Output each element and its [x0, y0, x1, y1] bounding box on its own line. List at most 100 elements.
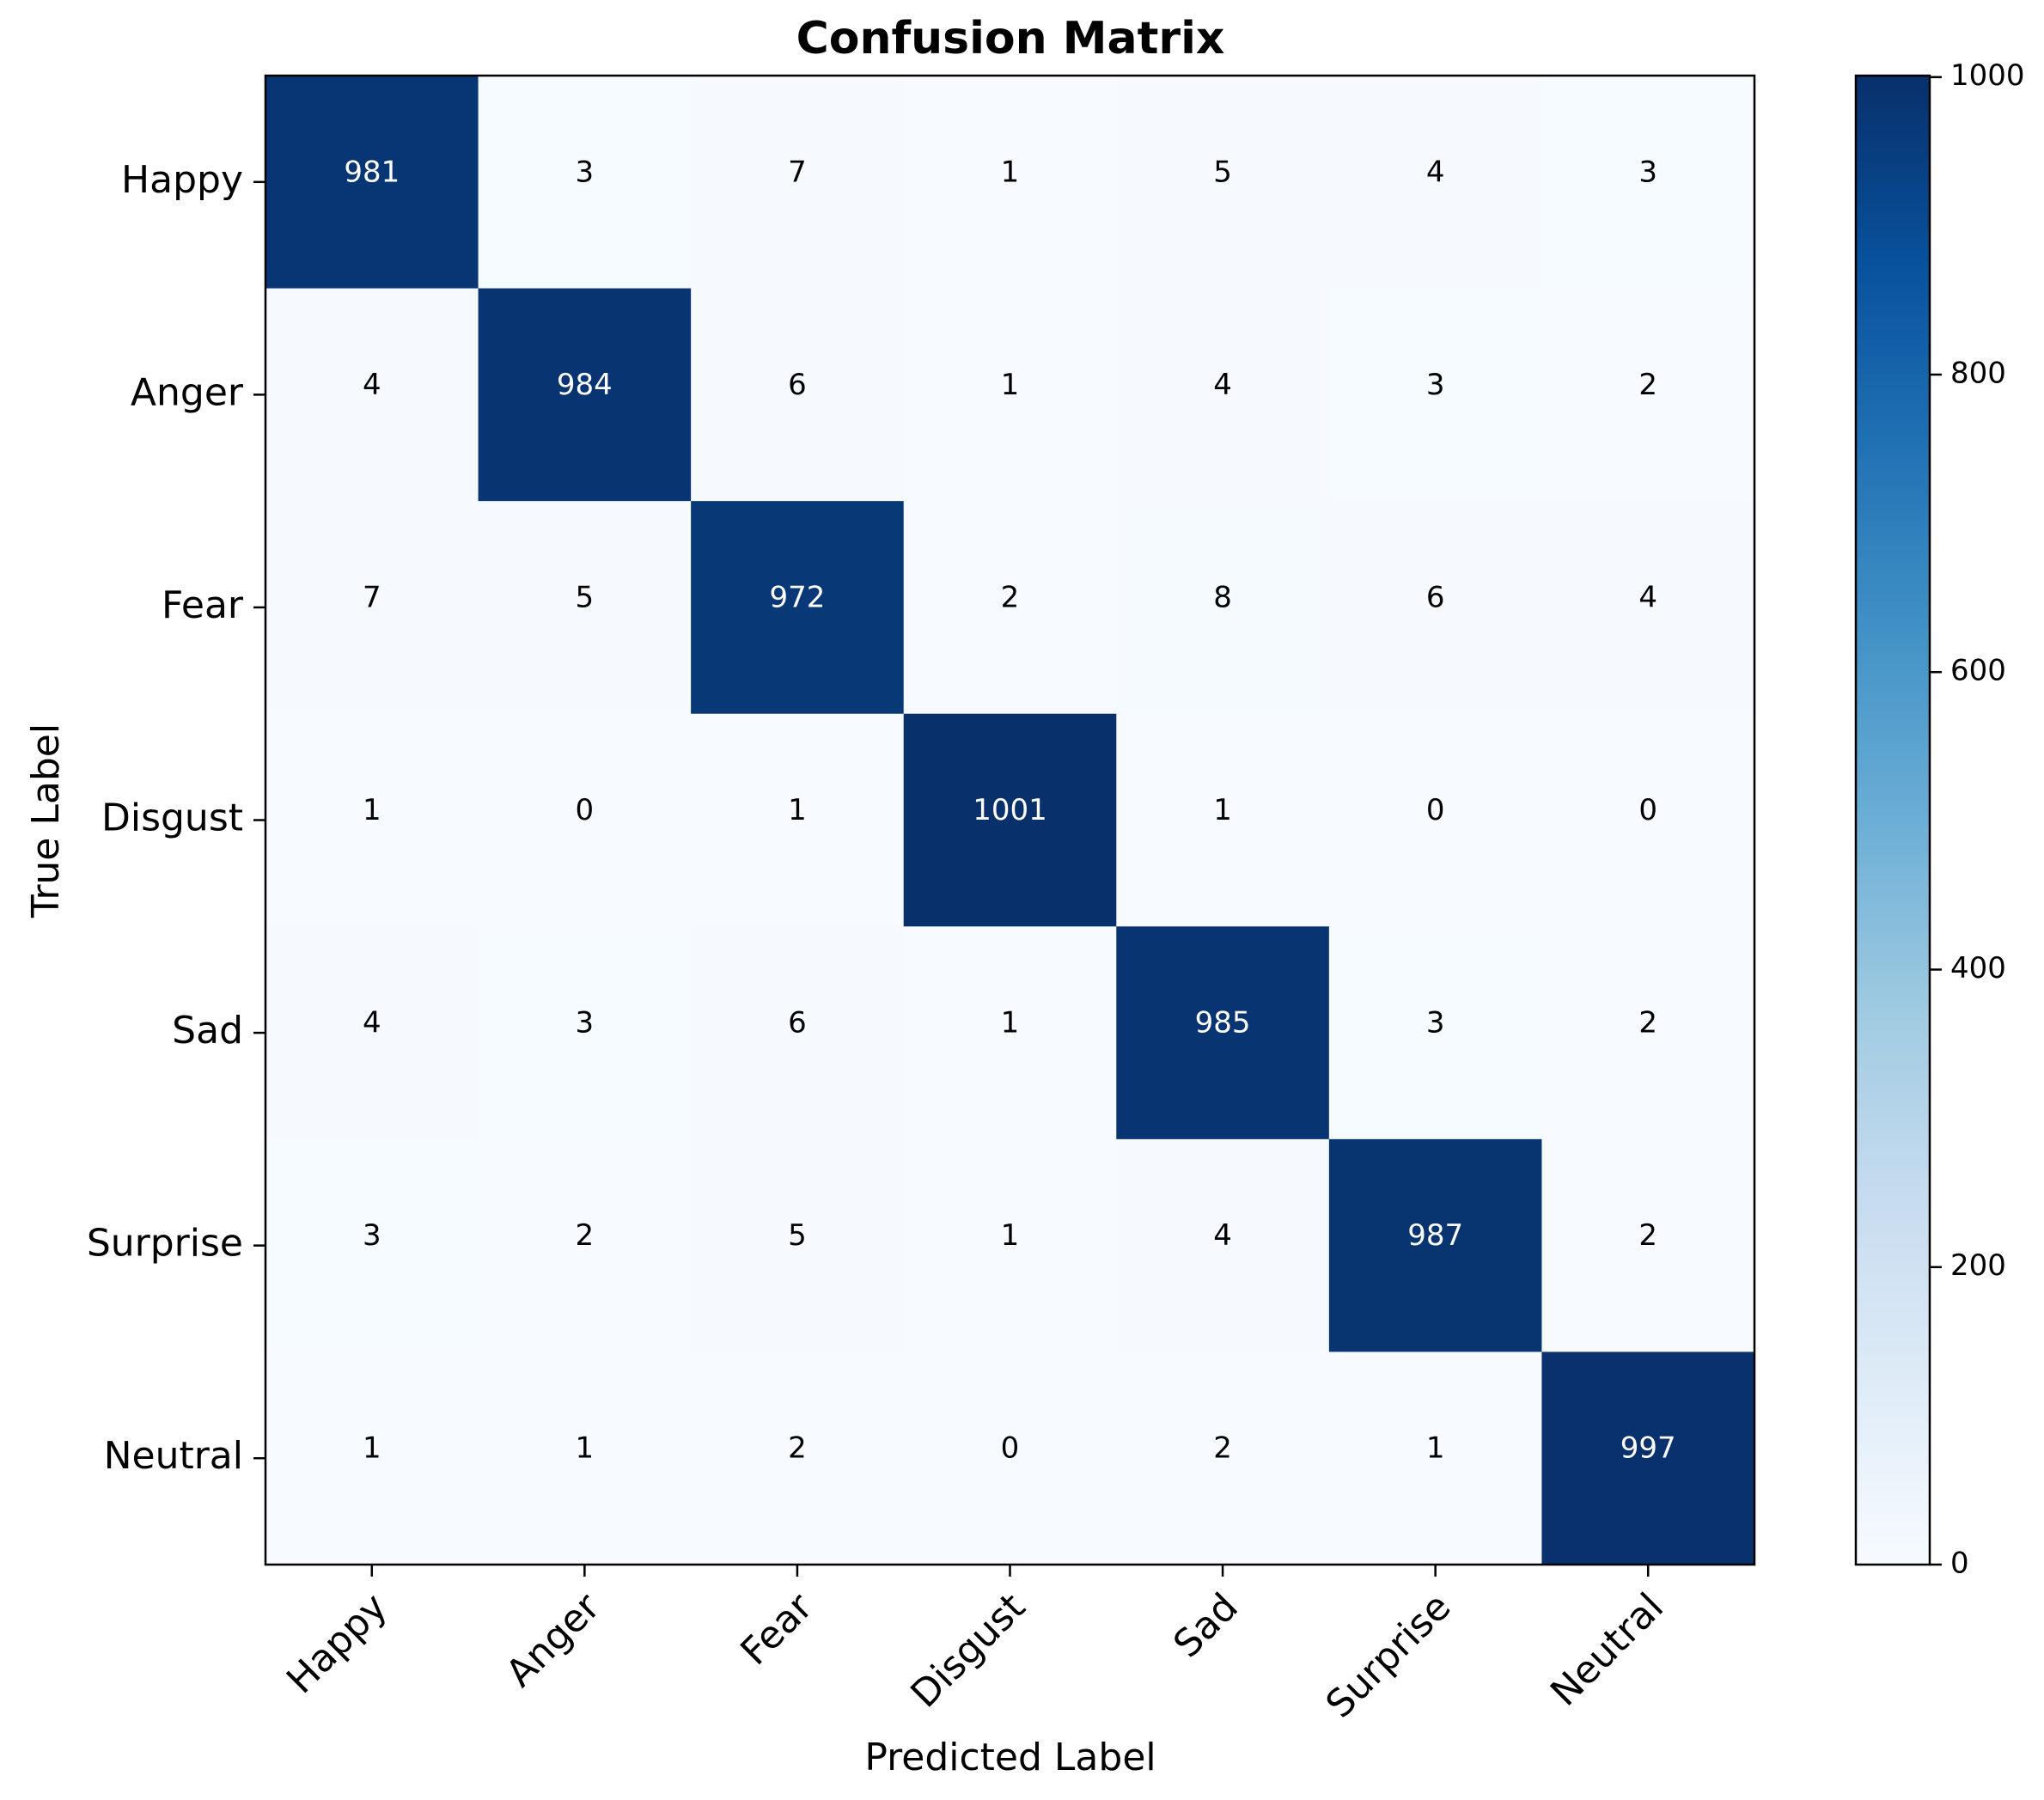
cell-value-label: 6	[1426, 580, 1445, 614]
cell-neutral-fear	[691, 1352, 905, 1565]
cell-value-label: 8	[1213, 580, 1232, 614]
cell-happy-sad	[1116, 76, 1330, 290]
y-tick-label-happy: Happy	[121, 158, 243, 202]
cell-value-label: 981	[344, 155, 400, 189]
cell-value-label: 997	[1620, 1431, 1676, 1466]
colorbar-tick-label: 1000	[1950, 58, 2025, 93]
colorbar	[1854, 74, 1931, 1566]
cell-happy-happy	[265, 76, 479, 290]
cell-value-label: 1	[1213, 793, 1232, 827]
cell-value-label: 0	[576, 793, 595, 827]
cell-value-label: 5	[576, 580, 595, 614]
cell-value-label: 972	[769, 580, 825, 614]
cell-value-label: 4	[1638, 580, 1657, 614]
cell-surprise-happy	[265, 1138, 479, 1352]
cell-value-label: 987	[1407, 1218, 1463, 1253]
y-tick-label-fear: Fear	[162, 583, 244, 627]
colorbar-tick-label: 0	[1950, 1547, 1969, 1581]
colorbar-tick-label: 400	[1950, 951, 2006, 985]
y-tick-label-surprise: Surprise	[87, 1222, 243, 1266]
cell-value-label: 6	[788, 368, 807, 402]
cell-value-label: 0	[1638, 793, 1657, 827]
cell-anger-surprise	[1328, 288, 1542, 502]
cell-fear-disgust	[903, 501, 1117, 715]
cell-anger-happy	[265, 288, 479, 502]
cell-disgust-happy	[265, 713, 479, 927]
y-tick-label-neutral: Neutral	[104, 1434, 243, 1478]
cell-value-label: 4	[363, 1006, 381, 1040]
cell-value-label: 1	[1001, 155, 1020, 189]
cell-surprise-anger	[478, 1138, 692, 1352]
y-tick-label-disgust: Disgust	[101, 796, 243, 840]
y-axis-ticks: Happy Anger Fear Disgust Sad Surprise Neutral	[87, 158, 265, 1478]
cell-fear-surprise	[1328, 501, 1542, 715]
cell-happy-fear	[691, 76, 905, 290]
cell-value-label: 1	[1426, 1431, 1445, 1466]
cell-sad-fear	[691, 926, 905, 1140]
cell-disgust-disgust	[903, 713, 1117, 927]
cell-disgust-fear	[691, 713, 905, 927]
cell-disgust-anger	[478, 713, 692, 927]
cell-value-label: 3	[576, 155, 595, 189]
cell-value-label: 984	[557, 368, 613, 402]
cell-value-label: 2	[1638, 1006, 1657, 1040]
cell-neutral-anger	[478, 1352, 692, 1565]
cell-value-label: 5	[788, 1218, 807, 1253]
cell-value-label: 3	[1426, 368, 1445, 402]
cell-value-label: 1	[1001, 368, 1020, 402]
y-tick-label-anger: Anger	[131, 370, 244, 414]
cell-anger-sad	[1116, 288, 1330, 502]
cell-anger-anger	[478, 288, 692, 502]
colorbar-tick-label: 200	[1950, 1248, 2006, 1283]
cell-sad-anger	[478, 926, 692, 1140]
colorbar-ticks: 0 200 400 600 800 1000	[1930, 58, 2025, 1581]
cell-value-label: 7	[788, 155, 807, 189]
cell-value-label: 5	[1213, 155, 1232, 189]
cell-value-label: 6	[788, 1006, 807, 1040]
cell-neutral-neutral	[1541, 1352, 1755, 1565]
cell-value-label: 3	[363, 1218, 381, 1253]
cell-anger-disgust	[903, 288, 1117, 502]
cell-disgust-sad	[1116, 713, 1330, 927]
cell-value-label: 4	[1213, 1218, 1232, 1253]
x-tick-label-disgust: Disgust	[903, 1585, 1034, 1717]
cell-neutral-disgust	[903, 1352, 1117, 1565]
cell-value-label: 2	[576, 1218, 595, 1253]
cell-value-label: 1001	[973, 793, 1047, 827]
cell-sad-happy	[265, 926, 479, 1140]
cell-fear-anger	[478, 501, 692, 715]
x-tick-label-sad: Sad	[1165, 1585, 1247, 1667]
cell-surprise-surprise	[1328, 1138, 1542, 1352]
colorbar-tick-label: 600	[1950, 654, 2006, 688]
cell-value-label: 985	[1195, 1006, 1251, 1040]
cell-fear-happy	[265, 501, 479, 715]
cell-surprise-disgust	[903, 1138, 1117, 1352]
cell-value-label: 3	[576, 1006, 595, 1040]
x-tick-label-surprise: Surprise	[1318, 1585, 1460, 1727]
x-axis-label: Predicted Label	[864, 1736, 1156, 1779]
cell-value-label: 3	[1426, 1006, 1445, 1040]
cell-value-label: 0	[1001, 1431, 1020, 1466]
y-axis-label: True Label	[24, 723, 68, 918]
cell-sad-sad	[1116, 926, 1330, 1140]
heatmap-cells	[265, 76, 1755, 1565]
chart-title: Confusion Matrix	[796, 13, 1225, 64]
cell-fear-sad	[1116, 501, 1330, 715]
cell-neutral-surprise	[1328, 1352, 1542, 1565]
cell-happy-neutral	[1541, 76, 1755, 290]
cell-disgust-surprise	[1328, 713, 1542, 927]
cell-surprise-fear	[691, 1138, 905, 1352]
cell-value-label: 7	[363, 580, 381, 614]
y-tick-label-sad: Sad	[172, 1009, 243, 1053]
colorbar-tick-label: 800	[1950, 356, 2006, 390]
cell-value-label: 0	[1426, 793, 1445, 827]
cell-value-label: 2	[1638, 368, 1657, 402]
cell-value-label: 1	[363, 1431, 381, 1466]
cell-neutral-sad	[1116, 1352, 1330, 1565]
cell-neutral-happy	[265, 1352, 479, 1565]
cell-value-label: 1	[576, 1431, 595, 1466]
cell-value-label: 4	[363, 368, 381, 402]
cell-happy-surprise	[1328, 76, 1542, 290]
cell-happy-disgust	[903, 76, 1117, 290]
